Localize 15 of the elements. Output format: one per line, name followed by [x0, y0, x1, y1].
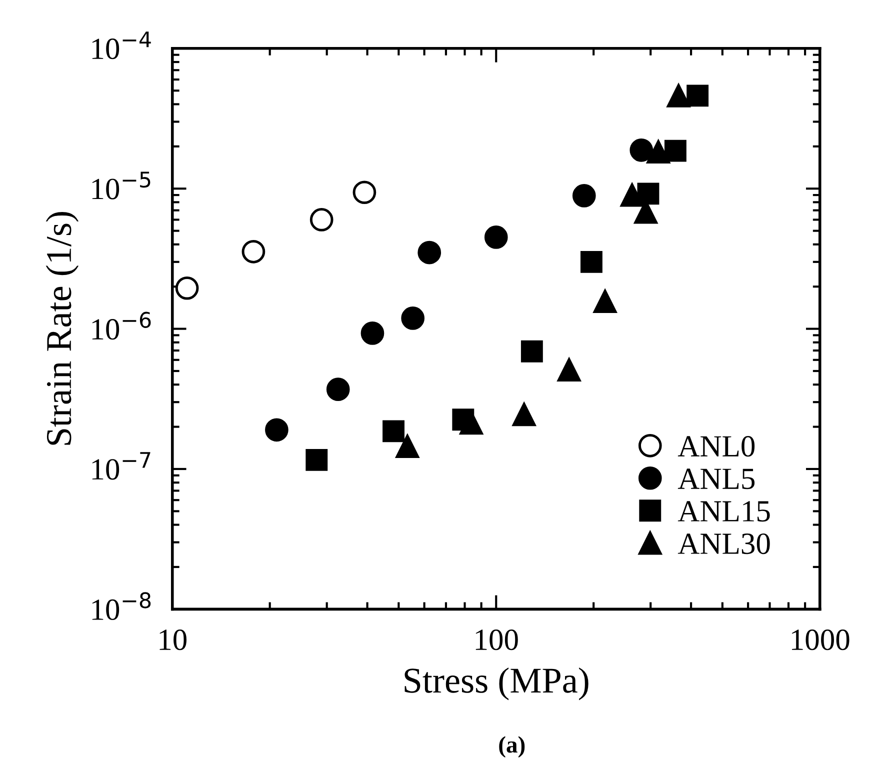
y-tick-label: 10$^{−8}$: [92, 592, 151, 620]
x-tick-label: 1000: [792, 630, 850, 650]
x-tick-label: 100: [476, 630, 518, 650]
y-tick-label: 10$^{−5}$: [92, 172, 150, 200]
legend-label: ANL15: [678, 501, 770, 522]
x-axis-title: Stress (MPa): [404, 667, 588, 700]
legend-label: ANL0: [678, 436, 755, 457]
y-axis-title: Strain Rate (1/s): [46, 212, 79, 445]
legend-label: ANL30: [678, 533, 770, 554]
y-tick-label: 10$^{−4}$: [92, 32, 151, 60]
text: (a): [499, 736, 525, 758]
y-tick-label: 10$^{−6}$: [92, 312, 151, 340]
x-tick-label: 10: [160, 630, 186, 650]
legend-label: ANL5: [678, 468, 755, 490]
y-tick-label: 10$^{−7}$: [92, 452, 150, 480]
